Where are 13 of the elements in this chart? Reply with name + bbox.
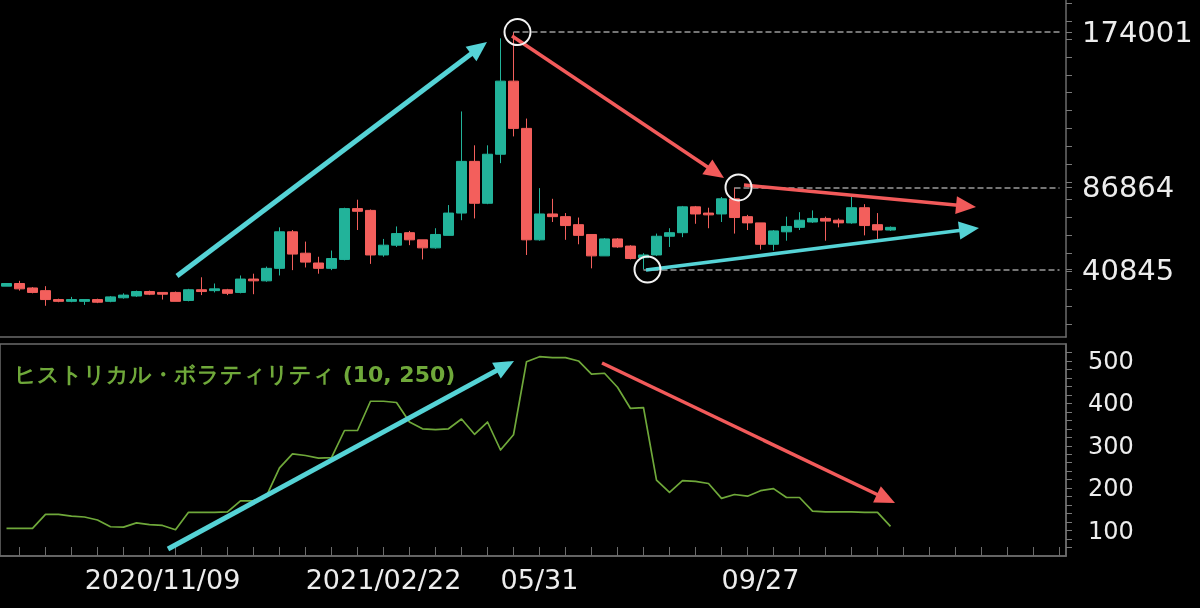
x-tick-label: 2021/02/22	[305, 564, 462, 595]
x-tick-label: 05/31	[500, 564, 579, 595]
x-tick-label: 2020/11/09	[84, 564, 241, 595]
y-tick-label: 500	[1088, 346, 1134, 375]
y-tick-label: 100	[1088, 516, 1134, 545]
y-tick-label: 86864	[1082, 170, 1175, 205]
y-tick-label: 40845	[1082, 252, 1175, 287]
y-tick-label: 300	[1088, 431, 1134, 460]
y-tick-label: 174001	[1082, 15, 1193, 50]
y-tick-label: 400	[1088, 389, 1134, 418]
y-tick-label: 200	[1088, 474, 1134, 503]
series-label: ヒストリカル・ボラティリティ (10, 250)	[14, 361, 456, 387]
x-tick-label: 09/27	[721, 564, 800, 595]
